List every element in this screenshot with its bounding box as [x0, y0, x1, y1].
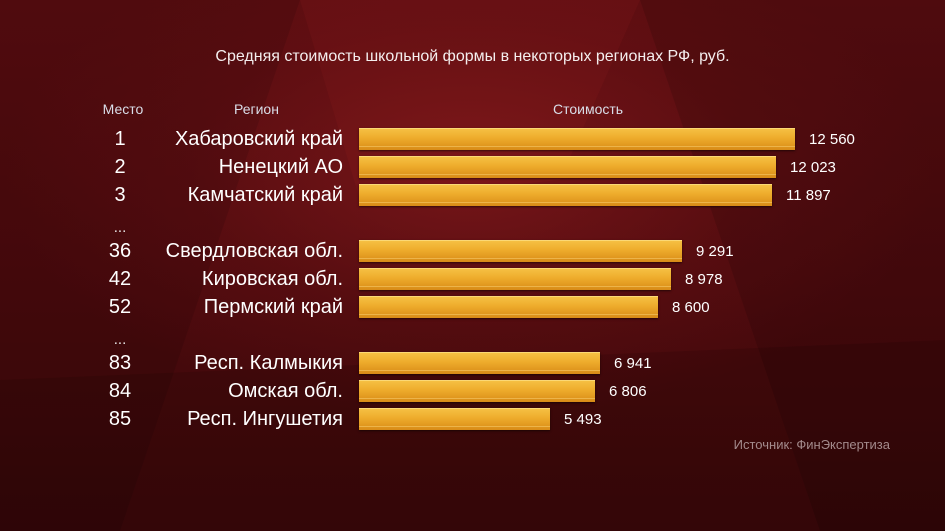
- region-label: Респ. Ингушетия: [187, 408, 343, 430]
- region-label: Кировская обл.: [201, 268, 343, 290]
- value-label: 8 978: [685, 271, 723, 288]
- value-bar: [359, 240, 682, 262]
- rank-number: 42: [108, 268, 132, 290]
- cost-column-header: Стоимость: [553, 101, 624, 117]
- rank-number: 36: [108, 240, 132, 262]
- value-label: 8 600: [672, 299, 710, 316]
- source-note: Источник: ФинЭкспертиза: [733, 437, 890, 452]
- value-label: 11 897: [786, 187, 831, 204]
- rank-number: 1: [114, 128, 126, 150]
- region-label: Хабаровский край: [174, 128, 343, 150]
- rank-number: 83: [108, 352, 132, 374]
- value-bar: [359, 184, 772, 206]
- value-label: 12 560: [809, 131, 855, 148]
- region-label: Ненецкий АО: [218, 156, 343, 178]
- value-bar: [359, 380, 595, 402]
- region-label: Пермский край: [203, 296, 343, 318]
- region-label: Омская обл.: [228, 380, 343, 402]
- rank-number: 3: [114, 184, 126, 206]
- rank-number: 52: [108, 296, 132, 318]
- region-label: Камчатский край: [187, 184, 343, 206]
- rank-column-header: Место: [102, 101, 144, 117]
- value-label: 5 493: [564, 411, 602, 428]
- region-label: Респ. Калмыкия: [194, 352, 343, 374]
- value-bar: [359, 156, 776, 178]
- rank-number: 84: [108, 380, 132, 402]
- rank-number: 2: [114, 156, 126, 178]
- region-column-header: Регион: [234, 101, 279, 117]
- value-label: 6 806: [609, 383, 647, 400]
- value-bar: [359, 352, 600, 374]
- rank-number: 85: [108, 408, 132, 430]
- value-bar: [359, 408, 550, 430]
- chart-title: Средняя стоимость школьной формы в некот…: [215, 48, 730, 65]
- value-bar: [359, 268, 671, 290]
- value-label: 6 941: [614, 355, 652, 372]
- value-bar: [359, 296, 658, 318]
- value-label: 12 023: [790, 159, 836, 176]
- region-label: Свердловская обл.: [165, 240, 343, 262]
- value-label: 9 291: [696, 243, 734, 260]
- ellipsis-gap: ...: [113, 331, 127, 348]
- value-bar: [359, 128, 795, 150]
- ellipsis-gap: ...: [113, 219, 127, 236]
